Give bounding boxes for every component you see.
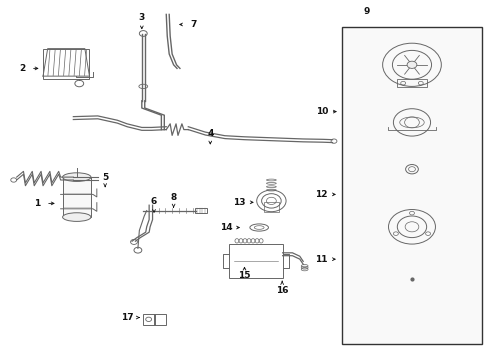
Bar	[142, 314, 155, 325]
Text: 12: 12	[315, 190, 327, 199]
Text: 5: 5	[102, 173, 108, 181]
Text: 15: 15	[238, 271, 250, 280]
Bar	[62, 177, 91, 217]
Circle shape	[406, 61, 416, 68]
Text: 16: 16	[275, 286, 288, 295]
Ellipse shape	[62, 173, 91, 181]
Bar	[264, 202, 278, 212]
Text: 3: 3	[139, 13, 144, 22]
Text: 7: 7	[189, 20, 196, 29]
Text: 4: 4	[206, 129, 213, 138]
Text: 1: 1	[34, 199, 40, 208]
Ellipse shape	[62, 213, 91, 221]
Text: 6: 6	[151, 197, 157, 206]
Text: 11: 11	[315, 255, 327, 264]
Bar	[43, 49, 89, 79]
Bar	[154, 314, 166, 325]
Text: 2: 2	[19, 64, 25, 73]
Text: 17: 17	[121, 313, 133, 322]
Text: 14: 14	[219, 223, 232, 232]
Text: 8: 8	[170, 194, 176, 202]
Text: 10: 10	[315, 107, 327, 116]
Text: 9: 9	[363, 7, 369, 16]
Bar	[396, 79, 426, 87]
Text: 13: 13	[233, 198, 245, 207]
Bar	[342, 27, 481, 344]
Bar	[194, 208, 206, 213]
Bar	[228, 244, 282, 278]
